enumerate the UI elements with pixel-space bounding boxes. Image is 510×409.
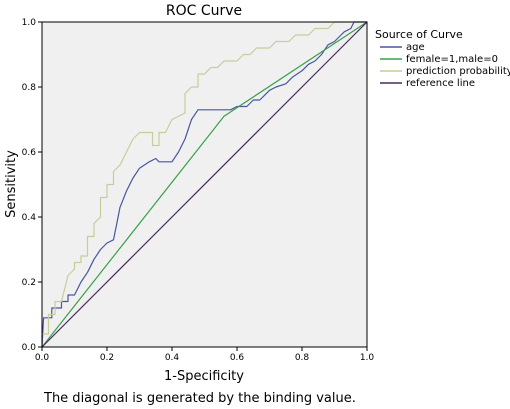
footnote: The diagonal is generated by the binding… [43, 391, 356, 406]
x-tick-label: 0.0 [35, 353, 50, 363]
y-tick-label: 0.0 [22, 343, 37, 353]
y-tick-label: 0.6 [22, 148, 37, 158]
legend-entry-label: female=1,male=0 [406, 54, 498, 65]
legend-entry-label: prediction probability [406, 66, 510, 77]
y-tick-label: 0.8 [22, 83, 37, 93]
plot-frame [41, 21, 368, 348]
series-line-3 [41, 21, 368, 348]
y-tick-label: 0.4 [22, 213, 37, 223]
y-axis-label: Sensitivity [4, 150, 19, 218]
x-tick-label: 0.4 [165, 353, 180, 363]
series-layer [41, 21, 368, 348]
series-line-2 [41, 21, 367, 347]
x-tick-label: 1.0 [360, 353, 375, 363]
legend-entry-label: age [406, 42, 425, 53]
y-tick-label: 0.2 [22, 278, 36, 288]
series-line-0 [41, 21, 367, 348]
legend-entry-label: reference line [406, 78, 475, 89]
y-axis-ticks: 0.0 0.2 0.4 0.6 0.8 1.0 [22, 18, 42, 353]
x-tick-label: 0.6 [230, 353, 245, 363]
y-tick-label: 1.0 [22, 18, 37, 28]
x-axis-label: 1-Specificity [164, 369, 244, 384]
legend: Source of Curve agefemale=1,male=0predic… [375, 28, 510, 89]
series-line-1 [41, 21, 368, 348]
legend-title: Source of Curve [375, 28, 463, 41]
x-axis-ticks: 0.0 0.2 0.4 0.6 0.8 1.0 [35, 347, 375, 363]
chart-title: ROC Curve [166, 3, 242, 19]
x-tick-label: 0.8 [295, 353, 310, 363]
x-tick-label: 0.2 [100, 353, 114, 363]
